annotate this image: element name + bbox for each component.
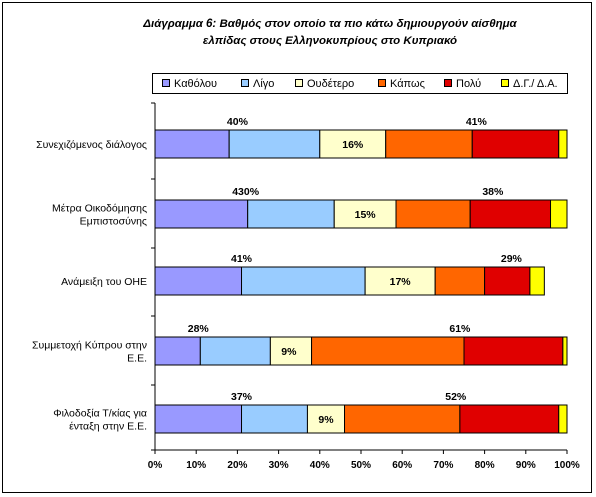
bar-segment [459, 404, 560, 434]
category-label: Ανάμειξη του ΟΗΕ [61, 276, 147, 288]
data-label: 17% [390, 276, 412, 288]
data-label: 16% [342, 139, 364, 151]
bar-segment [154, 199, 249, 229]
bar-segment [311, 336, 465, 366]
legend-swatch-kapos [378, 79, 386, 87]
legend-swatch-oudetero [295, 79, 303, 87]
legend-swatch-poly [444, 79, 452, 87]
category-label: Συμμετοχή Κύπρου στην [32, 340, 147, 352]
bar-segment [385, 129, 473, 159]
x-tick-label: 60% [392, 460, 412, 471]
category-label: Ε.Ε. [127, 353, 147, 365]
data-label: 41% [466, 116, 488, 128]
x-tick-label: 10% [186, 460, 206, 471]
x-tick-label: 50% [351, 460, 371, 471]
data-label: 29% [501, 253, 523, 265]
chart-title: Διάγραμμα 6: Βαθμός στον οποίο τα πιο κά… [130, 16, 530, 50]
legend-label-oudetero: Ουδέτερο [307, 78, 355, 90]
chart-title-line-1: Διάγραμμα 6: Βαθμός στον οποίο τα πιο κά… [143, 18, 517, 30]
x-tick-label: 90% [516, 460, 536, 471]
bar-segment [469, 199, 552, 229]
x-tick-label: 100% [554, 460, 580, 471]
legend-label-dg-da: Δ.Γ./ Δ.Α. [513, 78, 558, 90]
category-label: Μέτρα Οικοδόμησης [52, 203, 147, 215]
bar-segment [269, 336, 313, 366]
bar-segment [306, 404, 346, 434]
data-label: 38% [482, 186, 504, 198]
category-label: Συνεχιζόμενος διάλογος [36, 139, 147, 151]
bar-segment [364, 266, 436, 296]
data-label: 52% [445, 391, 467, 403]
bar-segment [550, 199, 568, 229]
bar-segment [154, 404, 243, 434]
legend-label-kapos: Κάπως [390, 78, 425, 90]
x-tick-label: 20% [227, 460, 247, 471]
bar-segment [395, 199, 471, 229]
category-label: Εμπιστοσύνης [80, 216, 147, 228]
x-tick-label: 80% [475, 460, 495, 471]
data-label: 9% [281, 346, 297, 358]
data-label: 41% [231, 253, 253, 265]
bar-segment [471, 129, 560, 159]
data-label: 9% [318, 414, 334, 426]
legend-swatch-ligo [241, 79, 249, 87]
x-tick-label: 30% [269, 460, 289, 471]
x-tick-label: 70% [433, 460, 453, 471]
bar-segment [434, 266, 486, 296]
legend-label-ligo: Λίγο [253, 78, 275, 90]
data-label: 28% [188, 323, 210, 335]
bar-segment [344, 404, 461, 434]
bar-segment [241, 266, 366, 296]
bar-segment [154, 129, 230, 159]
data-label: 61% [449, 323, 471, 335]
chart-title-line-2: ελπίδας στους Ελληνοκυπρίους στο Κυπριακ… [202, 35, 458, 47]
legend-label-katholou: Καθόλου [174, 78, 218, 90]
bar-segment [558, 404, 568, 434]
data-label: 430% [232, 186, 260, 198]
bar-segment [228, 129, 321, 159]
category-label: ένταξη στην Ε.Ε. [69, 421, 147, 433]
bar-segment [199, 336, 271, 366]
legend-swatch-dg-da [501, 79, 509, 87]
legend-label-poly: Πολύ [456, 78, 482, 90]
chart-legend: Καθόλου Λίγο Ουδέτερο Κάπως Πολύ Δ.Γ./ Δ… [152, 73, 568, 94]
bar-segment [154, 336, 201, 366]
x-tick-label: 40% [310, 460, 330, 471]
bar-segment [247, 199, 335, 229]
bar-segment [319, 129, 387, 159]
bar-segment [154, 266, 243, 296]
bar-segment [558, 129, 568, 159]
bar-segment [529, 266, 545, 296]
x-tick-label: 0% [148, 460, 163, 471]
bar-segment [241, 404, 308, 434]
data-label: 40% [227, 116, 249, 128]
legend-swatch-katholou [162, 79, 170, 87]
category-label: Φιλοδοξία Τ/κίας για [53, 408, 147, 420]
data-label: 37% [231, 391, 253, 403]
bar-segment [562, 336, 568, 366]
data-label: 15% [355, 209, 377, 221]
bar-segment [463, 336, 564, 366]
bar-segment [484, 266, 531, 296]
